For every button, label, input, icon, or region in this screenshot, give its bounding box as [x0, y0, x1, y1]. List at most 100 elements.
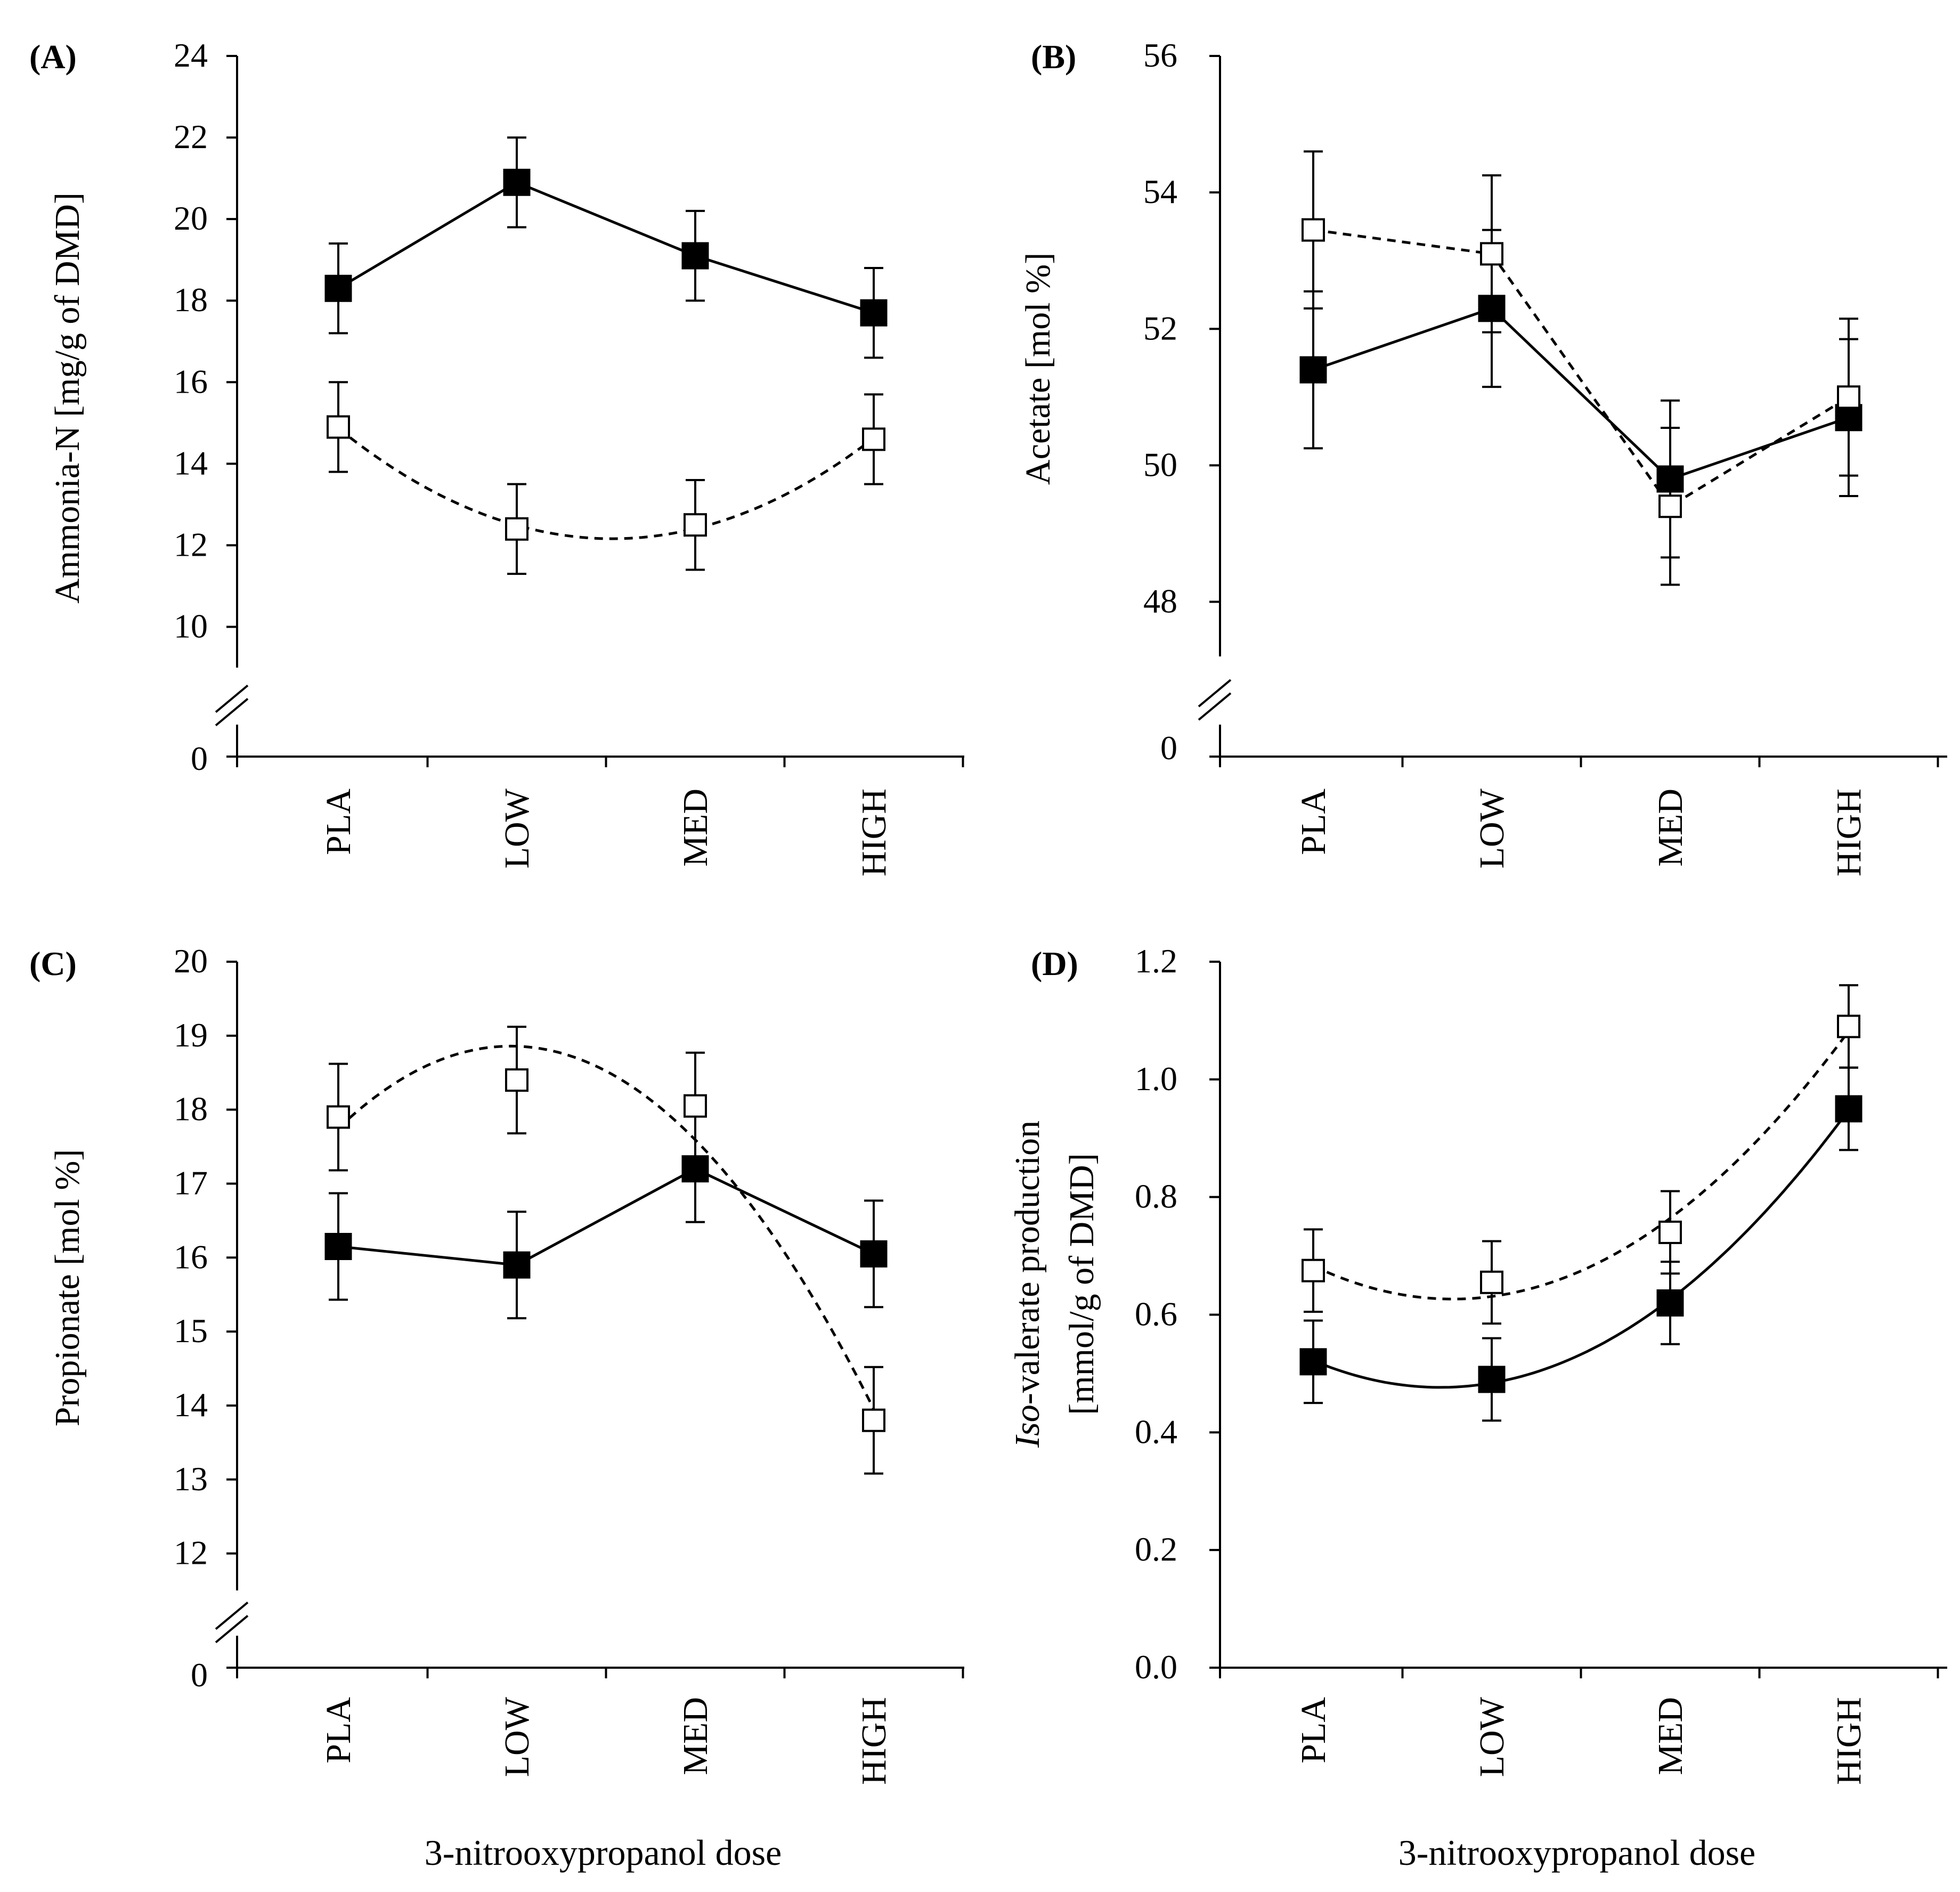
panel-a-series-open-point — [505, 517, 528, 541]
panel-a-x-tick-label: HIGH — [855, 789, 893, 876]
panel-c-x-tick-label: LOW — [498, 1696, 536, 1777]
panel-c-y-tick-label: 19 — [174, 1016, 208, 1054]
panel-b: (B) Acetate [mol %] 0 48 50 52 54 56 PLA LOW MED… — [1019, 36, 1947, 876]
panel-d-x-axis-title: 3-nitrooxypropanol dose — [1398, 1832, 1755, 1873]
panel-c-series-filled-line — [338, 1167, 875, 1266]
panel-c-plot: 0 12 13 14 15 16 17 18 19 20 PLA LOW MED HIGH — [174, 942, 964, 1785]
panel-b-series-open-point — [1480, 242, 1503, 266]
panel-a-y-tick-label: 16 — [174, 362, 208, 400]
panel-d-series-open-point — [1302, 1258, 1325, 1282]
panel-a-x-tick-label: LOW — [498, 788, 536, 868]
panel-b-x-tick-label: HIGH — [1829, 789, 1868, 876]
panel-d-series-filled-point — [1478, 1366, 1506, 1393]
panel-a-y-tick-label: 14 — [174, 444, 208, 482]
panel-d-series-open-point — [1658, 1220, 1682, 1244]
panel-c: (C) Propionate [mol %] 0 12 13 14 15 16 17 18 19… — [29, 942, 964, 1873]
panel-c-series-filled — [324, 1114, 888, 1320]
panel-a-y-tick-label: 12 — [174, 525, 208, 563]
panel-c-y-tick-label: 0 — [191, 1656, 208, 1694]
panel-c-y-tick-label: 13 — [174, 1460, 208, 1498]
panel-d-x-tick-label: LOW — [1473, 1696, 1511, 1777]
panel-b-series-open-point — [1837, 385, 1860, 409]
panel-d-label: (D) — [1031, 945, 1078, 982]
panel-a-y-tick-label: 24 — [174, 36, 208, 74]
panel-c-y-tick-label: 18 — [174, 1090, 208, 1128]
panel-a-y-tick-label: 18 — [174, 281, 208, 319]
panel-c-series-open-point — [327, 1105, 350, 1129]
panel-c-x-axis-title: 3-nitrooxypropanol dose — [425, 1832, 782, 1873]
panel-b-y-tick-label: 50 — [1143, 445, 1177, 483]
panel-d-y-tick-label: 1.2 — [1135, 942, 1177, 980]
panel-b-axis-break-mark — [1198, 679, 1232, 708]
panel-d-y-tick-label: 1.0 — [1135, 1060, 1177, 1098]
panel-d-y-tick-label: 0.8 — [1135, 1178, 1177, 1215]
panel-c-series-filled-point — [860, 1240, 888, 1268]
panel-d-x-tick-label: MED — [1651, 1697, 1690, 1775]
panel-c-y-axis-title: Propionate [mol %] — [48, 1149, 87, 1427]
panel-c-x-tick-label: PLA — [319, 1697, 358, 1764]
panel-d-y-tick-label: 0.6 — [1135, 1295, 1177, 1333]
panel-c-series-filled-point — [503, 1251, 531, 1279]
panel-a-x-tick-label: PLA — [319, 789, 358, 855]
panel-b-x-tick-label: PLA — [1294, 789, 1333, 855]
panel-b-y-tick-label: 56 — [1143, 36, 1177, 74]
panel-a-y-tick-label: 10 — [174, 607, 208, 645]
panel-a-plot: 0 10 12 14 16 18 20 22 24 PLA LOW MED HIGH — [174, 36, 964, 876]
panel-d-series-open — [1302, 984, 1860, 1325]
panel-a-label: (A) — [29, 38, 77, 76]
panel-b-y-tick-label: 52 — [1143, 309, 1177, 347]
panel-c-y-tick-label: 17 — [174, 1164, 208, 1201]
panel-d-series-filled-point — [1835, 1095, 1863, 1123]
panel-b-y-tick-label: 54 — [1143, 173, 1177, 210]
panel-a-series-filled-point — [860, 299, 888, 327]
panel-b-axis-break-mark — [1198, 692, 1232, 721]
panel-b-y-axis-title: Acetate [mol %] — [1019, 253, 1058, 485]
panel-a-series-open-point — [327, 415, 350, 439]
panel-c-x-tick-label: HIGH — [855, 1697, 893, 1785]
panel-d-series-filled — [1299, 1066, 1863, 1422]
panel-a-y-axis-title: Ammonia-N [mg/g of DMD] — [48, 192, 87, 604]
panel-c-series-open — [327, 1026, 885, 1475]
panel-d-y-axis-title-rest: -valerate production — [1008, 1120, 1047, 1404]
panel-b-series-open — [1302, 150, 1860, 586]
panel-d-y-axis-title-italic: Iso — [1008, 1404, 1047, 1448]
panel-d: (D) Iso-valerate production [mmol/g of D… — [1008, 942, 1947, 1873]
panel-d-series-open-trend-line — [1312, 1030, 1850, 1301]
panel-c-y-tick-label: 20 — [174, 942, 208, 980]
panel-a-axis-break-mark — [215, 697, 249, 727]
panel-b-series-filled-point — [1299, 356, 1327, 384]
panel-c-y-tick-label: 16 — [174, 1238, 208, 1276]
panel-c-axis-break-mark — [215, 1601, 249, 1630]
panel-b-x-tick-label: LOW — [1473, 788, 1511, 868]
panel-d-y-tick-label: 0.4 — [1135, 1412, 1177, 1450]
panel-a-series-open — [327, 381, 885, 575]
panel-d-series-filled-point — [1299, 1348, 1327, 1376]
panel-b-y-tick-label: 0 — [1160, 729, 1177, 767]
panel-a-series-filled-point — [681, 242, 709, 270]
panel-a-x-tick-label: MED — [676, 789, 715, 867]
panel-a-y-tick-label: 20 — [174, 199, 208, 237]
panel-a-series-open-trend-line — [337, 427, 875, 540]
panel-d-y-tick-label: 0.2 — [1135, 1530, 1177, 1568]
panel-c-x-tick-label: MED — [676, 1697, 715, 1775]
panel-c-y-tick-label: 14 — [174, 1386, 208, 1424]
panel-b-series-open-point — [1658, 494, 1682, 518]
panel-a-series-open-point — [862, 427, 885, 451]
panel-d-y-tick-label: 0.0 — [1135, 1648, 1177, 1686]
panel-d-series-filled-point — [1656, 1289, 1684, 1317]
panel-c-series-open-trend-line — [337, 1044, 875, 1410]
panel-a-series-filled-point — [324, 274, 352, 302]
panel-c-series-open-point — [505, 1068, 528, 1092]
panel-a-axis-break-mark — [215, 684, 249, 713]
panel-a-y-tick-label: 22 — [174, 118, 208, 156]
panel-d-x-tick-label: PLA — [1294, 1697, 1333, 1764]
panel-c-series-open-point — [862, 1408, 885, 1432]
panel-d-x-tick-label: HIGH — [1829, 1697, 1868, 1785]
panel-a-y-tick-label: 0 — [191, 740, 208, 777]
panel-b-y-tick-label: 48 — [1143, 582, 1177, 620]
panel-d-series-open-point — [1837, 1014, 1860, 1038]
panel-d-y-axis-title-line2: [mmol/g of DMD] — [1062, 1153, 1101, 1415]
panel-a-series-filled-line — [337, 181, 874, 314]
panel-d-series-filled-trend-line — [1313, 1109, 1850, 1389]
panel-c-y-tick-label: 15 — [174, 1312, 208, 1350]
